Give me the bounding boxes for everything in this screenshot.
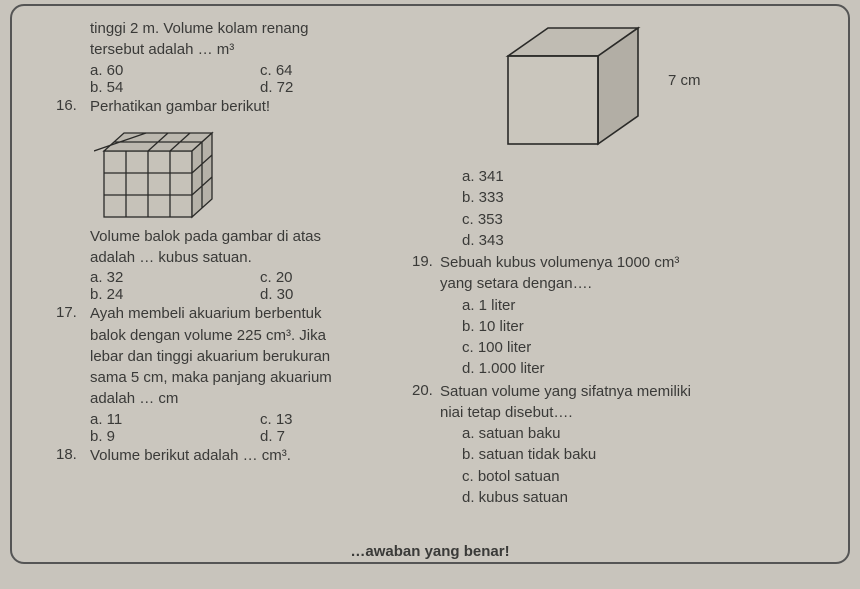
- q20-option-b: b. satuan tidak baku: [440, 445, 832, 465]
- q15-options-row1: a. 60 c. 64: [90, 62, 430, 79]
- q15-option-c: c. 64: [260, 62, 430, 79]
- q19-option-b: b. 10 liter: [440, 317, 832, 337]
- q19-line1: Sebuah kubus volumenya 1000 cm³: [440, 253, 832, 273]
- q16-stem: Perhatikan gambar berikut!: [90, 97, 430, 117]
- q18-stem: Volume berikut adalah … cm³.: [90, 446, 430, 466]
- q20-option-c: c. botol satuan: [440, 467, 832, 487]
- q16-option-d: d. 30: [260, 286, 430, 303]
- q18-option-b: b. 333: [440, 188, 832, 208]
- q17-line5: adalah … cm: [90, 389, 430, 409]
- q16-figure: [94, 121, 430, 221]
- left-column: tinggi 2 m. Volume kolam renang tersebut…: [22, 18, 430, 509]
- q15-option-d: d. 72: [260, 79, 430, 96]
- q20-option-a: a. satuan baku: [440, 424, 832, 444]
- q17-line4: sama 5 cm, maka panjang akuarium: [90, 368, 430, 388]
- q15-options-row2: b. 54 d. 72: [90, 79, 430, 96]
- question-18-stem: 18. Volume berikut adalah … cm³.: [90, 446, 430, 466]
- question-17: 17. Ayah membeli akuarium berbentuk balo…: [90, 304, 430, 444]
- q17-option-c: c. 13: [260, 411, 430, 428]
- q18-option-d: d. 343: [440, 231, 832, 251]
- q18-option-a: a. 341: [440, 167, 832, 187]
- q20-line1: Satuan volume yang sifatnya memiliki: [440, 382, 832, 402]
- q16-options-row1: a. 32 c. 20: [90, 269, 430, 286]
- question-18-figure-block: 7 cm: [440, 18, 832, 166]
- q17-option-a: a. 11: [90, 411, 260, 428]
- q19-option-a: a. 1 liter: [440, 296, 832, 316]
- q15-stem-line1: tinggi 2 m. Volume kolam renang: [90, 19, 430, 39]
- q18-dimension-label: 7 cm: [668, 72, 701, 89]
- q15-option-b: b. 54: [90, 79, 260, 96]
- q20-line2: niai tetap disebut….: [440, 403, 832, 423]
- right-column: 7 cm a. 341 b. 333 c. 353 d. 343 19. Seb…: [440, 18, 832, 509]
- q19-option-d: d. 1.000 liter: [440, 359, 832, 379]
- q18-option-c: c. 353: [440, 210, 832, 230]
- question-18-options: a. 341 b. 333 c. 353 d. 343: [440, 167, 832, 251]
- q15-stem-line2: tersebut adalah … m³: [90, 40, 430, 60]
- q16-options-row2: b. 24 d. 30: [90, 286, 430, 303]
- q19-line2: yang setara dengan….: [440, 274, 832, 294]
- q19-option-c: c. 100 liter: [440, 338, 832, 358]
- q20-option-d: d. kubus satuan: [440, 488, 832, 508]
- q17-number: 17.: [56, 304, 77, 321]
- q16-body-line1: Volume balok pada gambar di atas: [90, 227, 430, 247]
- q17-line3: lebar dan tinggi akuarium berukuran: [90, 347, 430, 367]
- q16-option-a: a. 32: [90, 269, 260, 286]
- q17-options-row2: b. 9 d. 7: [90, 428, 430, 445]
- q17-line1: Ayah membeli akuarium berbentuk: [90, 304, 430, 324]
- q17-options-row1: a. 11 c. 13: [90, 411, 430, 428]
- worksheet-page: tinggi 2 m. Volume kolam renang tersebut…: [10, 4, 850, 564]
- two-column-layout: tinggi 2 m. Volume kolam renang tersebut…: [22, 18, 838, 509]
- question-15: tinggi 2 m. Volume kolam renang tersebut…: [90, 19, 430, 96]
- q18-number: 18.: [56, 446, 77, 463]
- unit-cube-block-icon: [94, 121, 224, 221]
- q17-option-b: b. 9: [90, 428, 260, 445]
- q17-option-d: d. 7: [260, 428, 430, 445]
- q17-line2: balok dengan volume 225 cm³. Jika: [90, 326, 430, 346]
- cube-icon: [492, 16, 662, 156]
- q16-option-c: c. 20: [260, 269, 430, 286]
- q16-option-b: b. 24: [90, 286, 260, 303]
- q19-number: 19.: [412, 253, 433, 270]
- q18-figure: [492, 16, 662, 156]
- question-20: 20. Satuan volume yang sifatnya memiliki…: [440, 382, 832, 509]
- question-19: 19. Sebuah kubus volumenya 1000 cm³ yang…: [440, 253, 832, 380]
- q15-option-a: a. 60: [90, 62, 260, 79]
- q16-body-line2: adalah … kubus satuan.: [90, 248, 430, 268]
- footer-instruction: …awaban yang benar!: [12, 543, 848, 560]
- q20-number: 20.: [412, 382, 433, 399]
- question-16: 16. Perhatikan gambar berikut!: [90, 97, 430, 304]
- q16-number: 16.: [56, 97, 77, 114]
